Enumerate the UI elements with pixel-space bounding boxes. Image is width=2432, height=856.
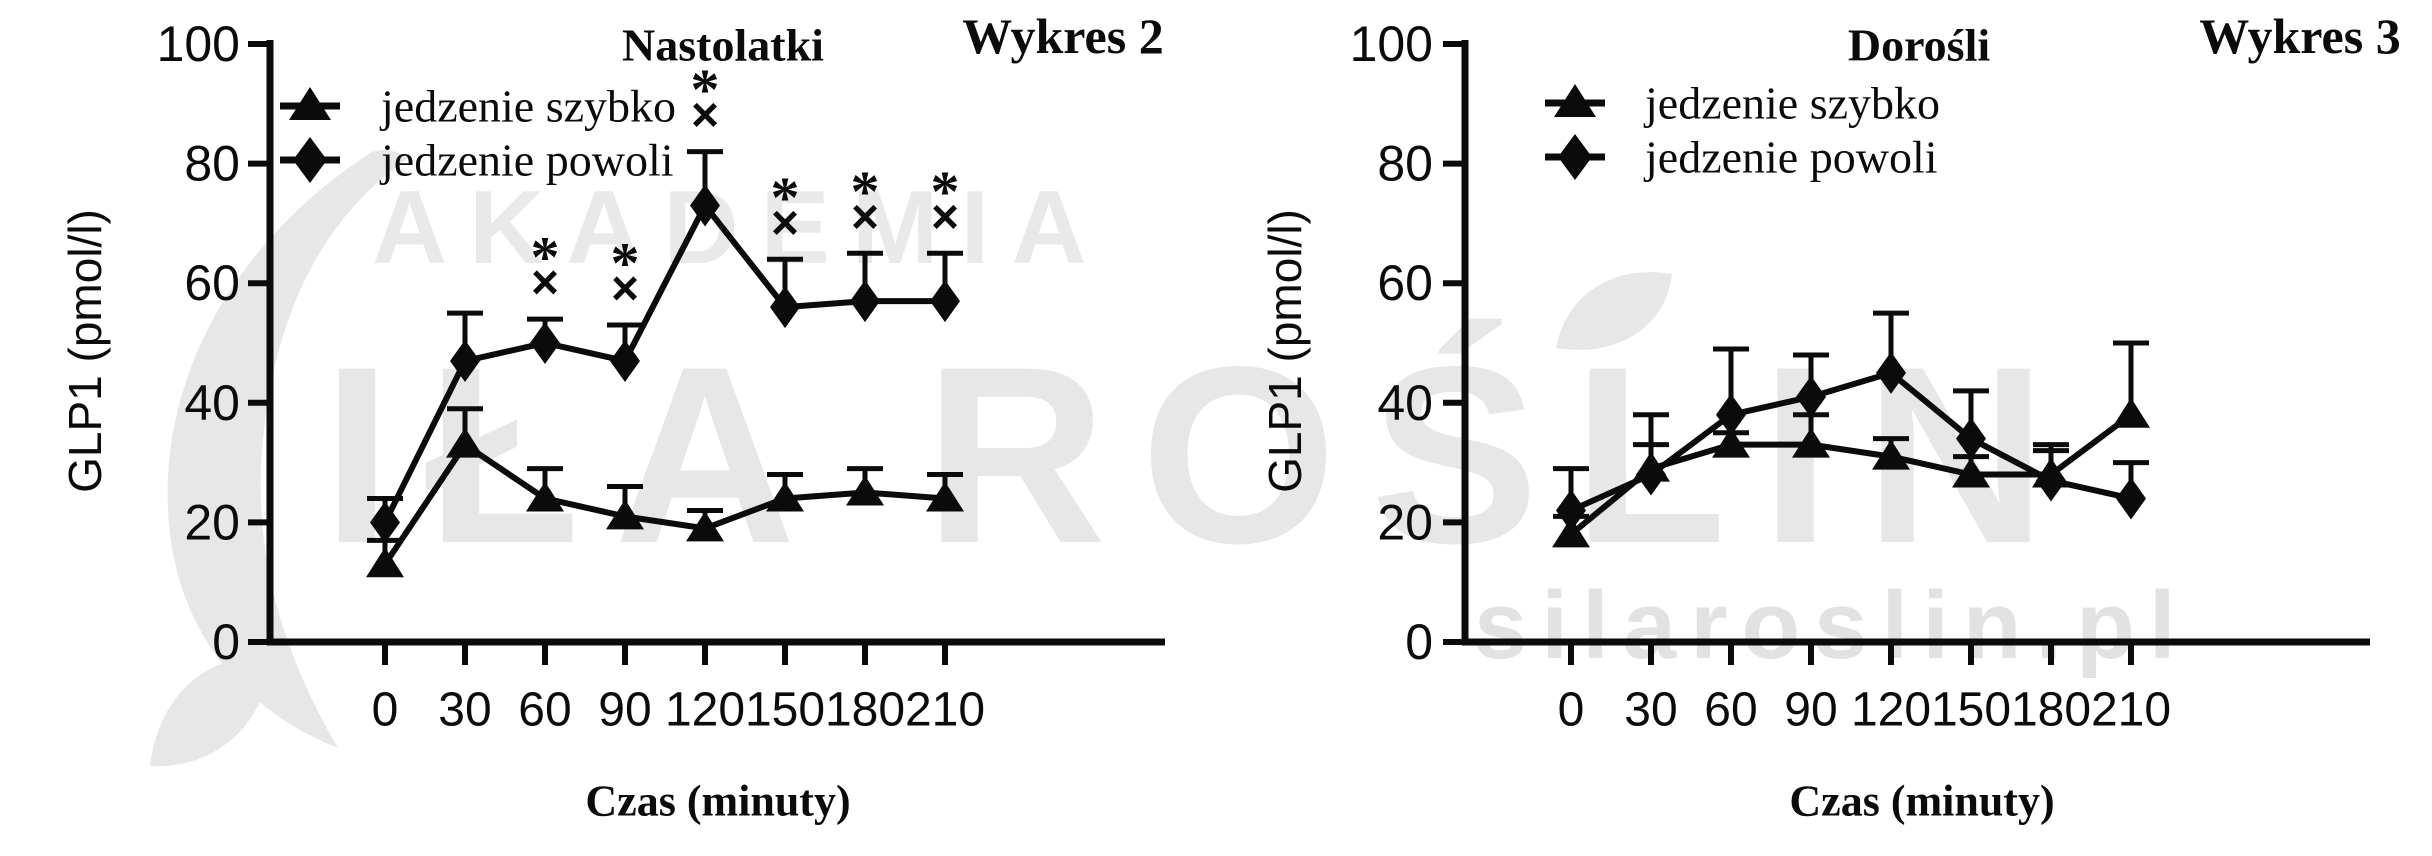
y-tick-label: 60 [184, 255, 240, 311]
x-tick-label: 0 [372, 684, 399, 737]
data-point-diamond [530, 322, 561, 364]
data-point-triangle [1792, 427, 1831, 458]
legend-label: jedzenie szybko [379, 81, 676, 132]
data-point-triangle [686, 511, 725, 542]
data-point-diamond [1796, 375, 1827, 418]
watermark-sila-roslin: IŁA ROŚLIN [322, 315, 2081, 596]
data-point-diamond [2116, 477, 2147, 520]
legend-triangle-icon [1554, 84, 1596, 117]
y-tick-label: 0 [1405, 614, 1433, 670]
data-point-diamond [2036, 459, 2067, 502]
data-point-diamond [770, 286, 801, 329]
data-point-triangle [1872, 439, 1911, 470]
x-tick-label: 60 [1704, 684, 1757, 737]
x-tick-label: 90 [598, 684, 651, 737]
data-point-triangle [606, 499, 645, 530]
annotation-star: * [531, 225, 560, 290]
y-axis-title: GLP1 (pmol/l) [1259, 209, 1311, 493]
x-tick-label: 180 [2011, 684, 2091, 737]
data-point-diamond [370, 501, 400, 544]
legend-label: jedzenie powoli [1643, 132, 1938, 183]
data-point-triangle [2112, 397, 2151, 428]
data-point-diamond [610, 339, 641, 382]
data-point-triangle [526, 481, 565, 512]
chart-nastolatki: 0 20 40 60 80 100 0 30 60 90 120 150 180 210 GLP1 (pmo… [59, 8, 1165, 826]
chart-title: Dorośli [1848, 20, 1990, 71]
small-leaf-icon [150, 659, 270, 767]
x-axis-title: Czas (minuty) [1789, 777, 2054, 826]
annotation-cross: × [531, 257, 559, 310]
annotation-star: * [771, 165, 800, 230]
chart-title: Nastolatki [622, 20, 824, 71]
legend-diamond-icon [293, 137, 327, 183]
x-tick-label: 150 [1931, 684, 2011, 737]
y-tick-label: 40 [184, 375, 240, 431]
data-point-triangle [1712, 427, 1751, 458]
corner-label: Wykres 2 [962, 8, 1163, 64]
data-point-triangle [766, 481, 805, 512]
data-point-diamond [930, 280, 961, 323]
y-tick-label: 20 [1377, 494, 1433, 550]
data-point-triangle [1952, 457, 1991, 488]
legend-label: jedzenie szybko [1643, 78, 1940, 129]
annotation-cross: × [611, 263, 639, 316]
data-point-triangle [446, 427, 485, 458]
y-tick-label: 60 [1377, 255, 1433, 311]
x-axis-title: Czas (minuty) [585, 777, 850, 826]
x-tick-label: 120 [1851, 684, 1931, 737]
legend-triangle-icon [289, 87, 331, 120]
annotation-cross: × [691, 89, 719, 142]
y-tick-label: 20 [184, 494, 240, 550]
annotation-star: * [691, 57, 720, 122]
x-tick-label: 210 [2091, 684, 2171, 737]
y-tick-label: 80 [184, 136, 240, 192]
series-line-diamond [1569, 369, 2132, 514]
annotation-star: * [611, 231, 640, 296]
swoosh-leaf-icon [167, 150, 408, 748]
annotation-star: * [851, 159, 880, 224]
legend-label: jedzenie powoli [379, 135, 674, 186]
x-tick-label: 120 [665, 684, 745, 737]
data-point-triangle [926, 481, 965, 512]
annotation-star: * [931, 159, 960, 224]
data-point-diamond [850, 280, 881, 323]
annotation-cross: × [931, 191, 959, 244]
watermark-site-url: silaroslin.pl [1474, 572, 2190, 679]
data-point-diamond [1556, 489, 1586, 532]
y-axis-title: GLP1 (pmol/l) [59, 209, 111, 493]
y-tick-label: 100 [157, 16, 240, 72]
x-tick-label: 150 [745, 684, 825, 737]
data-point-diamond [1956, 417, 1987, 460]
data-point-diamond [690, 184, 721, 227]
data-point-diamond [450, 339, 481, 382]
data-point-triangle [846, 475, 885, 506]
y-tick-label: 0 [212, 614, 240, 670]
data-point-diamond [1876, 351, 1907, 394]
x-tick-label: 30 [438, 684, 491, 737]
data-point-diamond [1636, 453, 1667, 496]
x-tick-label: 180 [825, 684, 905, 737]
x-tick-label: 0 [1558, 684, 1585, 737]
y-tick-label: 100 [1350, 16, 1433, 72]
watermark-akademia: AKADEMIA [372, 170, 1109, 286]
accent-leaf-icon [1556, 272, 1672, 350]
legend-diamond-icon [1558, 134, 1592, 180]
y-tick-label: 40 [1377, 375, 1433, 431]
x-tick-label: 90 [1784, 684, 1837, 737]
annotation-cross: × [771, 197, 799, 250]
data-point-triangle [366, 547, 404, 578]
y-tick-label: 80 [1377, 136, 1433, 192]
corner-label: Wykres 3 [2199, 8, 2400, 64]
chart-dorosli: 0 20 40 60 80 100 0 30 60 90 120 150 180 210 GLP1 (pmo… [1259, 8, 2401, 826]
data-point-triangle [1552, 517, 1590, 548]
x-tick-label: 210 [905, 684, 985, 737]
x-tick-label: 60 [518, 684, 571, 737]
x-tick-label: 30 [1624, 684, 1677, 737]
data-point-diamond [1716, 393, 1747, 436]
annotation-cross: × [851, 191, 879, 244]
